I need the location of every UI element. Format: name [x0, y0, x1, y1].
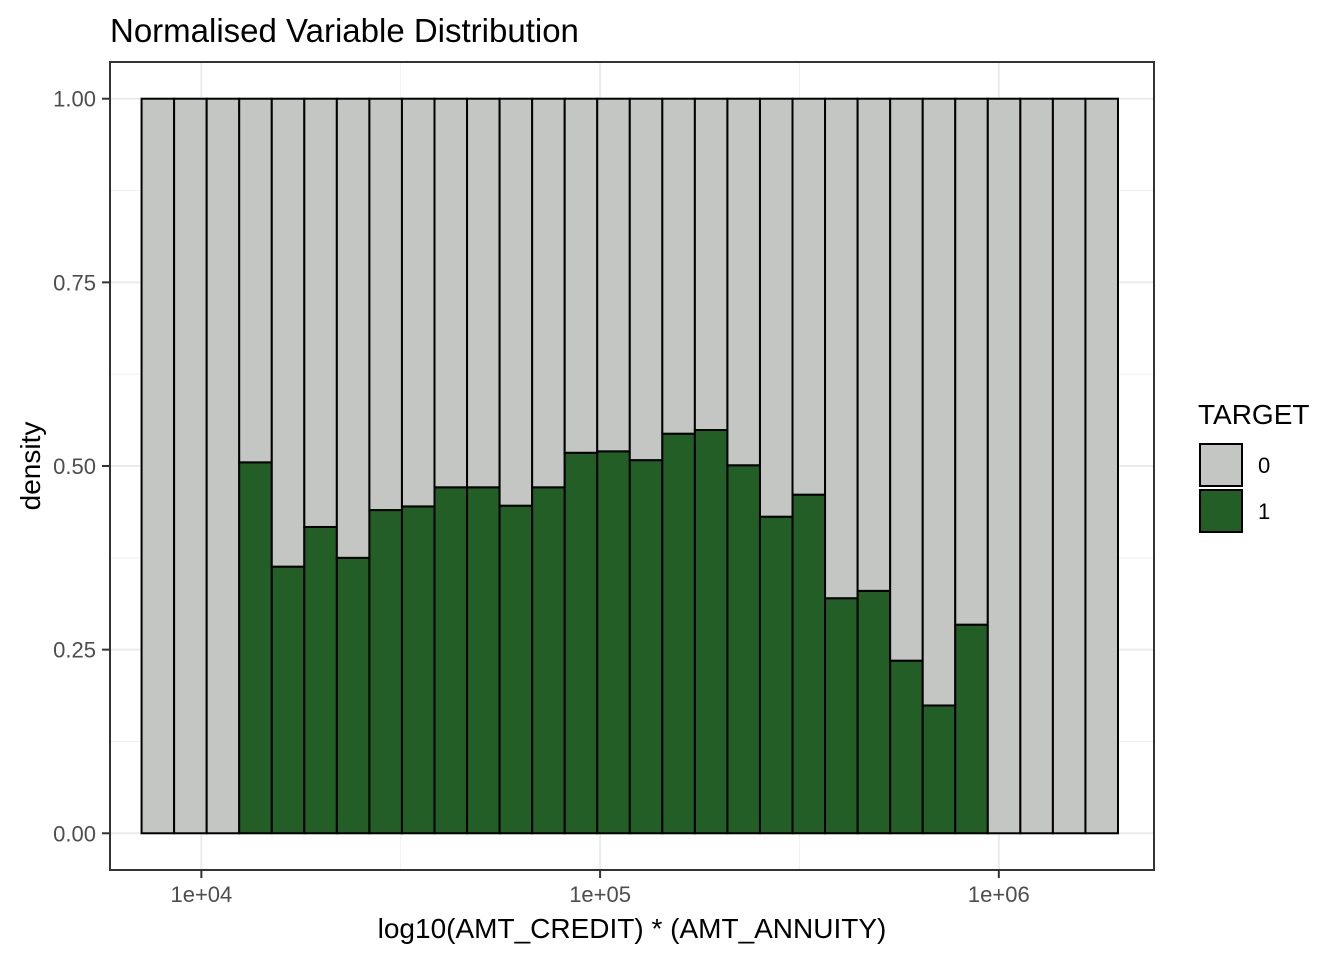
y-axis: 0.00 0.25 0.50 0.75 1.00	[53, 87, 110, 846]
bar-target-0	[563, 97, 599, 454]
bar-target-0	[628, 97, 664, 462]
x-tick-label: 1e+04	[170, 882, 232, 907]
bar-target-0	[433, 97, 469, 489]
bar-target-1	[400, 505, 436, 835]
x-axis-title: log10(AMT_CREDIT) * (AMT_ANNUITY)	[378, 913, 887, 944]
bar-target-1	[954, 623, 989, 835]
bar-target-0	[466, 97, 501, 489]
bar-target-0	[889, 97, 924, 662]
bar-target-1	[368, 509, 403, 835]
bar-target-1	[303, 525, 338, 835]
bar-target-1	[335, 556, 371, 835]
bar-target-0	[205, 97, 241, 835]
bar-target-0	[140, 97, 176, 835]
bar-target-0	[986, 97, 1022, 835]
bar-target-0	[335, 97, 371, 559]
y-axis-title: density	[15, 422, 46, 511]
bar-target-0	[400, 97, 436, 508]
bar-target-0	[921, 97, 957, 707]
bar-target-0	[596, 97, 631, 453]
bar-target-0	[303, 97, 338, 528]
bar-target-0	[498, 97, 534, 507]
legend-key-1	[1199, 489, 1243, 533]
bar-target-1	[563, 451, 599, 835]
bar-target-1	[758, 515, 794, 835]
bars	[140, 97, 1119, 835]
bar-target-1	[238, 461, 273, 835]
y-tick-label: 0.25	[53, 638, 96, 663]
bar-target-1	[498, 504, 534, 835]
bar-target-0	[368, 97, 403, 512]
legend-key-0	[1199, 443, 1243, 487]
x-tick-label: 1e+05	[569, 882, 631, 907]
bar-target-0	[791, 97, 827, 496]
x-tick-label: 1e+06	[968, 882, 1030, 907]
y-tick-label: 0.50	[53, 454, 96, 479]
chart-title: Normalised Variable Distribution	[110, 12, 579, 49]
bar-target-0	[270, 97, 306, 568]
x-axis: 1e+04 1e+05 1e+06	[170, 870, 1030, 907]
bar-target-1	[466, 486, 501, 835]
legend-label-1: 1	[1258, 499, 1270, 524]
bar-target-0	[531, 97, 566, 489]
bar-target-1	[889, 659, 924, 835]
bar-target-0	[856, 97, 892, 592]
bar-target-1	[596, 450, 631, 835]
bar-target-1	[661, 432, 696, 835]
bar-target-0	[693, 97, 729, 432]
bar-target-0	[954, 97, 989, 626]
bar-target-0	[1051, 97, 1087, 835]
bar-target-0	[238, 97, 273, 464]
bar-target-1	[824, 597, 859, 835]
bar-target-1	[433, 486, 469, 835]
legend-title: TARGET	[1198, 399, 1309, 430]
bar-target-1	[693, 429, 729, 835]
y-tick-label: 0.00	[53, 821, 96, 846]
bar-target-1	[270, 565, 306, 835]
bar-target-1	[726, 464, 761, 835]
bar-target-0	[1084, 97, 1119, 835]
bar-target-1	[921, 704, 957, 835]
bar-target-1	[856, 589, 892, 835]
bar-target-0	[758, 97, 794, 518]
bar-target-1	[628, 459, 664, 835]
y-tick-label: 1.00	[53, 87, 96, 112]
bar-target-0	[1019, 97, 1054, 835]
y-tick-label: 0.75	[53, 270, 96, 295]
bar-target-0	[824, 97, 859, 600]
bar-target-0	[661, 97, 696, 435]
bar-target-1	[791, 493, 827, 835]
bar-target-0	[726, 97, 761, 467]
legend: TARGET 0 1	[1198, 399, 1309, 533]
bar-target-0	[173, 97, 208, 835]
bar-target-1	[531, 486, 566, 835]
legend-label-0: 0	[1258, 453, 1270, 478]
